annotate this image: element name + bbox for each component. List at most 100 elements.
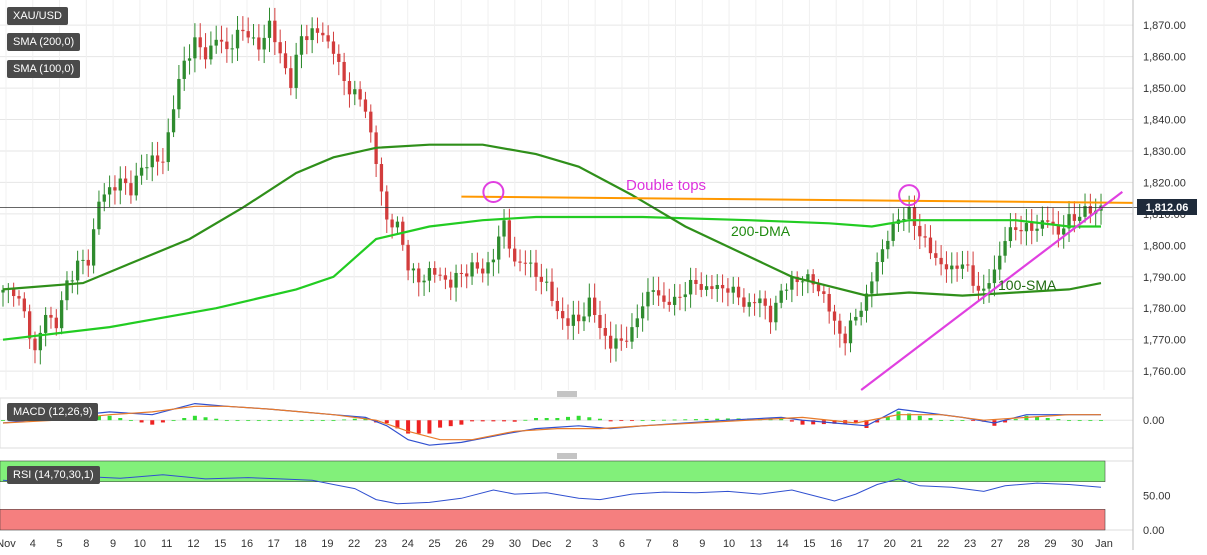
candle-body (918, 225, 922, 237)
candle-body (1051, 221, 1055, 225)
candle-body (65, 280, 69, 301)
candle-body (390, 219, 394, 228)
rsi-y-tick-label: 50.00 (1143, 491, 1171, 503)
x-tick-label: 3 (592, 538, 598, 550)
candle-body (614, 338, 618, 349)
x-tick-label: 23 (375, 538, 387, 550)
candle-body (806, 274, 810, 282)
macd-histogram-bar (395, 420, 400, 429)
candle-body (214, 39, 218, 46)
price-y-tick-label: 1,820.00 (1143, 177, 1186, 189)
candle-body (395, 221, 400, 228)
candle-body (571, 314, 575, 326)
candle-body (992, 269, 997, 284)
macd-histogram-bar (715, 418, 720, 421)
candle-body (454, 272, 458, 288)
candle-body (321, 32, 325, 36)
candle-body (678, 296, 682, 298)
candle-body (273, 20, 277, 43)
panel-dividers[interactable] (557, 391, 577, 459)
candle-body (635, 318, 639, 328)
candles (1, 7, 1103, 365)
macd-histogram-bar (96, 415, 101, 421)
macd-histogram-bar (214, 418, 219, 421)
x-tick-label: 26 (455, 538, 467, 550)
candle-body (1003, 241, 1007, 256)
candle-body (70, 280, 74, 282)
candle-body (1083, 206, 1087, 217)
candle-body (182, 60, 186, 79)
macd-histogram-bar (566, 416, 570, 421)
candle-body (113, 187, 117, 191)
macd-histogram-bar (182, 418, 187, 421)
candle-body (555, 300, 559, 312)
candle-body (262, 37, 266, 50)
candle-body (619, 338, 623, 341)
candle-body (411, 268, 416, 271)
candle-body (363, 99, 368, 112)
candle-body (475, 262, 480, 269)
legend-sma200[interactable]: SMA (200,0) (7, 33, 81, 51)
candle-body (640, 306, 645, 319)
candle-body (715, 284, 719, 289)
rsi-oversold-zone (0, 509, 1106, 531)
candle-body (731, 286, 735, 293)
candle-body (177, 78, 181, 110)
x-axis: Nov 4 5 8 9 10 11 12 15 16 17 18 19 22 23 24 25 26 29 30 Dec… (0, 538, 1113, 550)
candle-body (854, 316, 858, 321)
legend-symbol[interactable]: XAU/USD (7, 7, 68, 25)
macd-histogram-bar (118, 418, 123, 421)
macd-histogram-bar (960, 420, 965, 422)
candle-body (720, 284, 725, 289)
candle-body (859, 310, 863, 317)
macd-histogram-bar (725, 418, 730, 421)
candle-body (598, 314, 602, 329)
macd-histogram-bar (1099, 420, 1104, 422)
sma100-line (2, 143, 1102, 297)
candle-body (246, 31, 250, 38)
candle-body (934, 253, 938, 258)
candle-body (902, 218, 906, 220)
candle-body (86, 259, 90, 266)
macd-histogram-bar (406, 420, 411, 434)
legend-macd[interactable]: MACD (12,26,9) (7, 403, 99, 421)
candle-body (118, 178, 122, 191)
macd-histogram-bar (608, 420, 613, 422)
price-y-tick-label: 1,850.00 (1143, 83, 1186, 95)
candle-body (326, 35, 330, 42)
candle-body (587, 297, 591, 317)
candle-body (331, 41, 336, 54)
candle-body (848, 320, 853, 344)
candle-body (1062, 228, 1066, 235)
macd-histogram-bar (661, 419, 666, 421)
macd-histogram-bar (448, 420, 453, 427)
rsi-overbought-zone (0, 460, 1106, 482)
macd-histogram-bar (800, 420, 805, 425)
legend-rsi[interactable]: RSI (14,70,30,1) (7, 466, 100, 484)
candle-body (337, 53, 341, 62)
candle-body (1035, 228, 1039, 231)
candle-body (886, 240, 890, 250)
macd-histogram-bar (693, 419, 698, 421)
legend-sma100[interactable]: SMA (100,0) (7, 60, 81, 78)
candle-body (145, 167, 149, 169)
macd-histogram-bar (160, 420, 165, 423)
candle-body (1088, 206, 1093, 214)
candle-body (347, 81, 352, 95)
candle-body (795, 276, 799, 283)
candle-body (752, 302, 757, 304)
macd-histogram-bar (438, 420, 443, 428)
macd-histogram-bar (427, 420, 432, 434)
candle-body (107, 187, 112, 195)
candle-body (582, 316, 586, 322)
x-tick-label: 2 (565, 538, 571, 550)
candle-body (694, 279, 698, 285)
candle-body (513, 248, 517, 262)
candle-body (688, 279, 693, 295)
candle-body (539, 276, 544, 282)
macd-histogram-bar (107, 415, 112, 421)
price-y-tick-label: 1,840.00 (1143, 115, 1186, 127)
candle-body (1067, 214, 1071, 229)
double-top-circle (482, 181, 505, 203)
candle-body (1030, 223, 1034, 231)
